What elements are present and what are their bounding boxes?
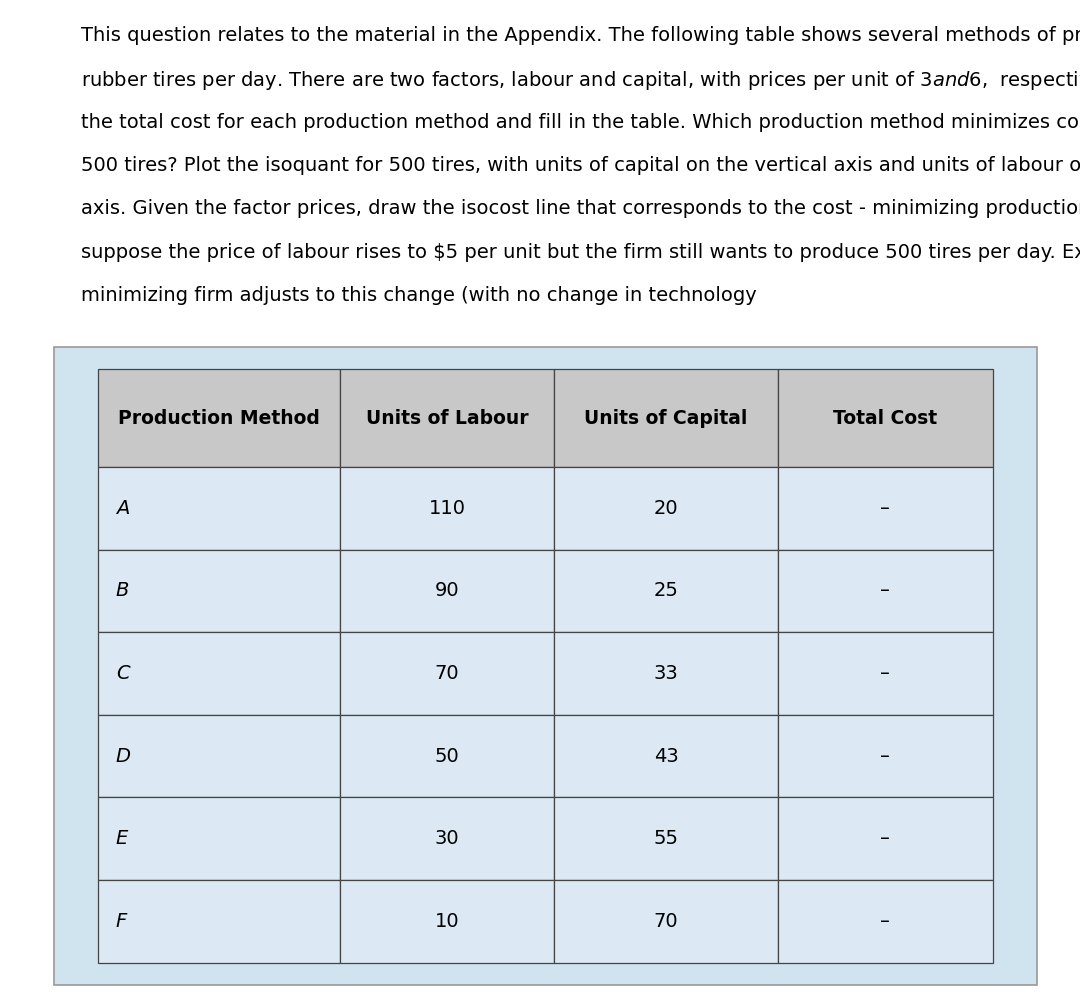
- Text: Production Method: Production Method: [118, 408, 320, 427]
- Bar: [98, 550, 340, 632]
- Bar: [778, 369, 993, 467]
- Text: B: B: [116, 581, 130, 600]
- Text: axis. Given the factor prices, draw the isocost line that corresponds to the cos: axis. Given the factor prices, draw the …: [81, 199, 1080, 218]
- Bar: [98, 467, 340, 550]
- Text: rubber tires per day. There are two factors, labour and capital, with prices per: rubber tires per day. There are two fact…: [81, 69, 1080, 92]
- Text: Total Cost: Total Cost: [833, 408, 937, 427]
- Text: Units of Capital: Units of Capital: [584, 408, 747, 427]
- Bar: [778, 797, 993, 880]
- Text: 10: 10: [435, 912, 459, 931]
- Bar: [778, 632, 993, 715]
- Bar: [778, 715, 993, 797]
- Bar: [98, 715, 340, 797]
- Text: the total cost for each production method and fill in the table. Which productio: the total cost for each production metho…: [81, 113, 1080, 132]
- Bar: [98, 632, 340, 715]
- Text: Units of Labour: Units of Labour: [366, 408, 528, 427]
- Bar: [340, 715, 554, 797]
- Text: This question relates to the material in the Appendix. The following table shows: This question relates to the material in…: [81, 26, 1080, 45]
- Bar: [340, 880, 554, 963]
- Text: –: –: [880, 747, 890, 766]
- Bar: [340, 632, 554, 715]
- Text: E: E: [116, 829, 129, 848]
- Text: 25: 25: [653, 581, 678, 600]
- Text: 30: 30: [435, 829, 459, 848]
- Text: 20: 20: [653, 498, 678, 518]
- Bar: [554, 880, 778, 963]
- Bar: [554, 369, 778, 467]
- Bar: [778, 880, 993, 963]
- Bar: [98, 880, 340, 963]
- Text: –: –: [880, 498, 890, 518]
- Text: –: –: [880, 581, 890, 600]
- Bar: [554, 467, 778, 550]
- Bar: [340, 467, 554, 550]
- Text: 70: 70: [653, 912, 678, 931]
- Text: C: C: [116, 664, 130, 683]
- Text: minimizing firm adjusts to this change (with no change in technology: minimizing firm adjusts to this change (…: [81, 286, 757, 306]
- Bar: [98, 369, 340, 467]
- Text: 55: 55: [653, 829, 678, 848]
- Bar: [554, 632, 778, 715]
- Text: 43: 43: [653, 747, 678, 766]
- Bar: [554, 715, 778, 797]
- Text: suppose the price of labour rises to $5 per unit but the firm still wants to pro: suppose the price of labour rises to $5 …: [81, 243, 1080, 262]
- Bar: [340, 369, 554, 467]
- Bar: [340, 797, 554, 880]
- Bar: [554, 550, 778, 632]
- Bar: [778, 467, 993, 550]
- Text: 50: 50: [434, 747, 459, 766]
- Text: A: A: [116, 498, 130, 518]
- Text: –: –: [880, 829, 890, 848]
- Text: 90: 90: [435, 581, 459, 600]
- Text: –: –: [880, 664, 890, 683]
- Text: F: F: [116, 912, 127, 931]
- Text: 33: 33: [653, 664, 678, 683]
- Bar: [340, 550, 554, 632]
- Bar: [778, 550, 993, 632]
- Bar: [98, 797, 340, 880]
- Text: 500 tires? Plot the isoquant for 500 tires, with units of capital on the vertica: 500 tires? Plot the isoquant for 500 tir…: [81, 156, 1080, 175]
- Bar: [554, 797, 778, 880]
- Text: 110: 110: [429, 498, 465, 518]
- Text: 70: 70: [435, 664, 459, 683]
- Text: D: D: [116, 747, 131, 766]
- Text: –: –: [880, 912, 890, 931]
